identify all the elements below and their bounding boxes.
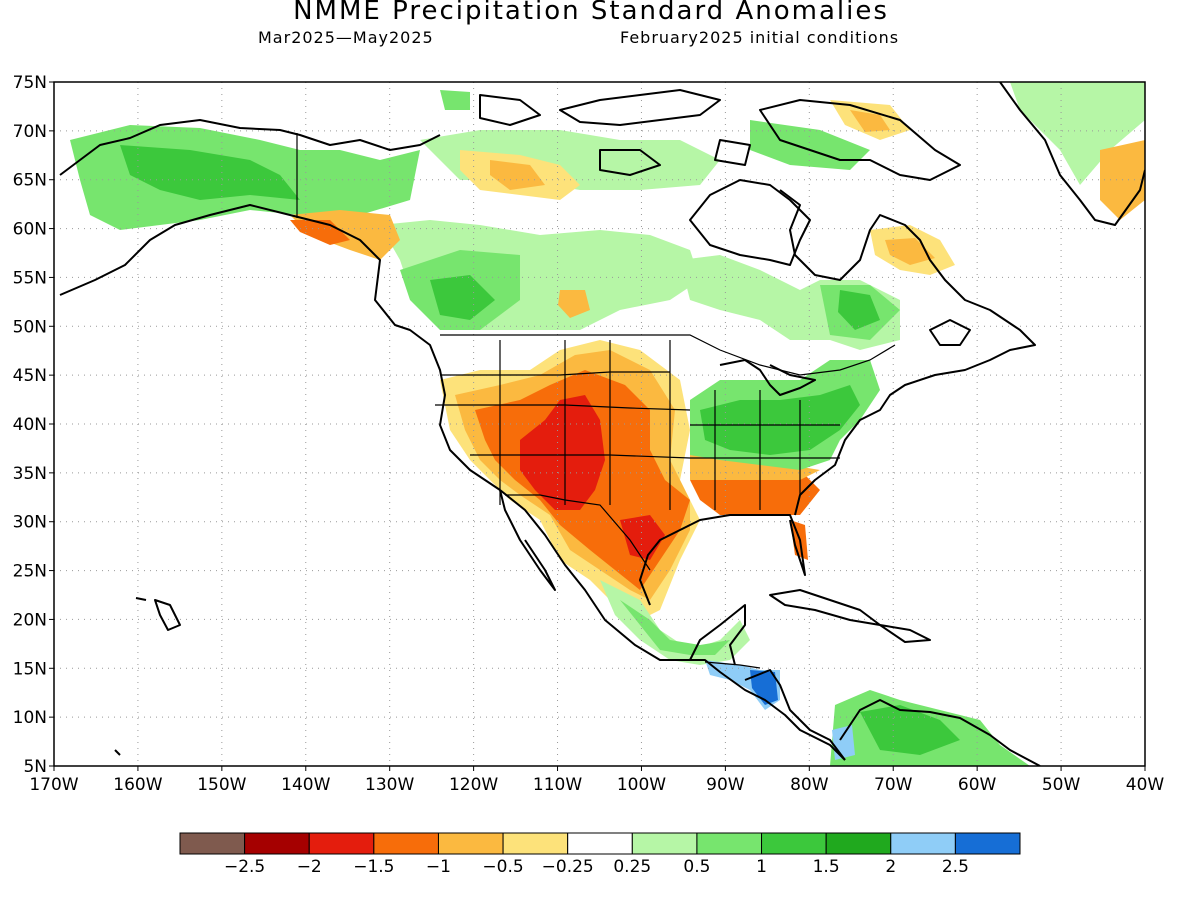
lat-tick-label: 30N	[13, 513, 47, 533]
initial-conditions: February2025 initial conditions	[620, 28, 900, 47]
colorbar-label: −2.5	[223, 857, 266, 877]
colorbar-swatch	[631, 832, 698, 855]
lon-tick-label: 60W	[958, 775, 997, 795]
lon-tick-label: 150W	[197, 775, 246, 795]
coast-east	[779, 189, 1036, 516]
lat-axis: 75N 70N 65N 60N 55N 50N 45N 40N 35N 30N 25N 20N 15N 1…	[13, 73, 54, 777]
lon-gridlines	[137, 82, 1062, 766]
lon-tick-label: 170W	[29, 775, 78, 795]
lon-tick-label: 100W	[617, 775, 666, 795]
coast-baja	[499, 489, 556, 591]
lon-tick-label: 40W	[1126, 775, 1165, 795]
lon-tick-label: 140W	[281, 775, 330, 795]
lat-tick-label: 60N	[13, 220, 47, 240]
coast-alaska	[59, 204, 846, 761]
anomaly-shading	[70, 82, 1145, 766]
lon-tick-label: 90W	[706, 775, 745, 795]
coast-great-lakes	[719, 359, 816, 396]
colorbar-label: 2.5	[941, 857, 969, 877]
border-states-3	[470, 454, 840, 459]
lat-tick-label: 5N	[23, 757, 47, 777]
shade-us-dry-red	[520, 395, 605, 510]
colorbar-swatch	[761, 832, 827, 855]
colorbar-label: 0.25	[613, 857, 652, 877]
colorbar-swatch	[825, 832, 892, 855]
coast-central-america	[744, 669, 846, 761]
lon-tick-label: 50W	[1042, 775, 1081, 795]
shade-greenland-green	[1010, 82, 1145, 185]
colorbar-label: 1	[756, 857, 767, 877]
lat-tick-label: 70N	[13, 122, 47, 142]
lat-tick-label: 10N	[13, 708, 47, 728]
coast-arctic-islands	[559, 89, 721, 126]
lat-tick-label: 20N	[13, 610, 47, 630]
colorbar-swatch	[696, 832, 763, 855]
lon-tick-label: 130W	[365, 775, 414, 795]
lat-tick-label: 75N	[13, 73, 47, 93]
colorbar-label: −0.25	[541, 857, 594, 877]
colorbar	[179, 832, 1021, 855]
colorbar-label: −2	[296, 857, 322, 877]
coast-gulf	[639, 514, 806, 606]
coast-yucatan	[689, 604, 746, 666]
forecast-period: Mar2025—May2025	[258, 28, 434, 47]
coast-south-america	[839, 699, 1041, 766]
lon-tick-label: 160W	[113, 775, 162, 795]
colorbar-swatch	[179, 832, 246, 855]
border-us-mexico	[505, 494, 651, 571]
lat-tick-label: 40N	[13, 415, 47, 435]
border-us-canada	[440, 334, 896, 376]
coastlines	[59, 82, 1145, 766]
coast-baffin	[759, 99, 961, 181]
lat-tick-label: 65N	[13, 171, 47, 191]
coast-greenland	[999, 82, 1145, 226]
coast-hawaii	[154, 599, 181, 631]
border-states-1	[440, 371, 670, 376]
colorbar-label: 1.5	[812, 857, 840, 877]
colorbar-label: −0.5	[482, 857, 524, 877]
coast-hudson-bay	[689, 179, 811, 266]
lon-tick-label: 110W	[533, 775, 582, 795]
colorbar-label: −1.5	[353, 857, 395, 877]
lon-axis: 170W 160W 150W 140W 130W 120W 110W 100W 90W 80W 70…	[29, 766, 1164, 795]
colorbar-label: 2	[885, 857, 897, 877]
coast-arctic-alaska	[59, 119, 441, 176]
lat-tick-label: 45N	[13, 366, 47, 386]
coast-newfoundland	[929, 319, 971, 346]
colorbar-swatch	[890, 832, 956, 855]
lat-tick-label: 35N	[13, 464, 47, 484]
lon-tick-label: 70W	[874, 775, 913, 795]
colorbar-swatch	[373, 832, 439, 855]
colorbar-swatch	[567, 832, 633, 855]
map-title: NMME Precipitation Standard Anomalies	[293, 0, 889, 26]
colorbar-swatch	[308, 832, 375, 855]
lat-tick-label: 50N	[13, 317, 47, 337]
colorbar-swatch	[437, 832, 504, 855]
political-borders	[296, 133, 896, 669]
lon-tick-label: 120W	[449, 775, 498, 795]
lat-tick-label: 15N	[13, 659, 47, 679]
lon-tick-label: 80W	[790, 775, 829, 795]
lat-tick-label: 55N	[13, 268, 47, 288]
lat-tick-label: 25N	[13, 562, 47, 582]
border-central-america	[704, 661, 761, 669]
colorbar-label: 0.5	[683, 857, 711, 877]
colorbar-swatch	[502, 832, 569, 855]
colorbar-swatch	[954, 832, 1021, 855]
colorbar-label: −1	[425, 857, 451, 877]
colorbar-swatch	[244, 832, 310, 855]
